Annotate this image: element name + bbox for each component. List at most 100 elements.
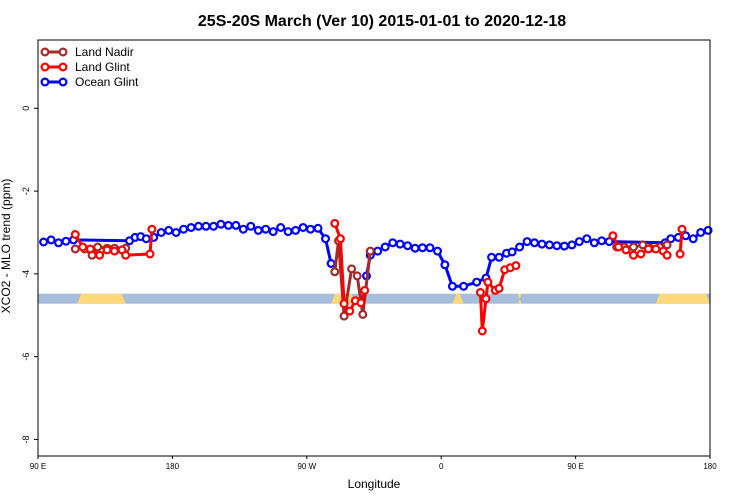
y-tick-label: -4: [21, 270, 31, 278]
data-point: [567, 240, 577, 250]
data-point: [589, 238, 599, 248]
data-point: [395, 239, 405, 249]
y-tick-label: -6: [21, 353, 31, 361]
data-point: [608, 231, 618, 241]
x-axis-label: Longitude: [348, 477, 401, 491]
data-point: [345, 306, 355, 316]
data-point: [613, 242, 623, 252]
data-point: [529, 238, 539, 248]
y-axis: 0 -2 -4 -6 -8: [21, 106, 38, 443]
data-point: [70, 230, 80, 240]
data-point: [313, 223, 323, 233]
land-band-segment: [452, 293, 464, 304]
data-point: [179, 224, 189, 234]
data-point: [306, 224, 316, 234]
data-point: [61, 236, 71, 246]
data-point: [433, 246, 443, 256]
data-point: [246, 221, 256, 231]
y-tick-label: 0: [21, 106, 31, 111]
data-point: [628, 250, 638, 260]
data-point: [459, 281, 469, 291]
data-point: [515, 242, 525, 252]
y-tick-label: -2: [21, 187, 31, 195]
legend-marker: [58, 77, 68, 87]
data-point: [164, 225, 174, 235]
legend-marker: [58, 47, 68, 57]
data-point: [171, 228, 181, 238]
data-point: [447, 281, 457, 291]
series-line: [365, 228, 709, 288]
data-point: [335, 234, 345, 244]
data-point: [238, 224, 248, 234]
data-point: [78, 242, 88, 252]
plot-frame: [37, 39, 711, 457]
series-ocean-glint: [39, 219, 713, 291]
data-point: [156, 228, 166, 238]
data-point: [380, 242, 390, 252]
data-point: [209, 221, 219, 231]
x-tick-label: 90 E: [567, 462, 583, 471]
data-point: [358, 309, 368, 319]
y-axis-label: XCO2 - MLO trend (ppm): [0, 179, 13, 314]
data-point: [688, 234, 698, 244]
legend-label: Land Nadir: [75, 45, 134, 59]
legend-label: Land Glint: [75, 60, 130, 74]
land-band-segment: [517, 293, 522, 304]
data-point: [223, 220, 233, 230]
data-point: [283, 227, 293, 237]
data-point: [643, 244, 653, 254]
data-point: [472, 277, 482, 287]
data-point: [410, 243, 420, 253]
data-point: [582, 234, 592, 244]
data-point: [425, 243, 435, 253]
chart-title: 25S-20S March (Ver 10) 2015-01-01 to 202…: [198, 13, 566, 30]
data-point: [597, 236, 607, 246]
data-point: [475, 288, 485, 298]
data-point: [268, 227, 278, 237]
data-point: [483, 277, 493, 287]
legend-marker: [58, 62, 68, 72]
legend-entry: Ocean Glint: [40, 75, 139, 89]
data-point: [201, 221, 211, 231]
data-point: [231, 220, 241, 230]
data-point: [360, 285, 370, 295]
data-point: [46, 235, 56, 245]
data-point: [574, 237, 584, 247]
data-point: [298, 223, 308, 233]
data-point: [95, 250, 105, 260]
x-tick-label: 90 E: [30, 462, 46, 471]
legend-entry: Land Glint: [40, 60, 130, 74]
legend-label: Ocean Glint: [75, 75, 139, 89]
data-point: [216, 219, 226, 229]
legend-marker: [40, 47, 50, 57]
data-point: [85, 244, 95, 254]
data-point: [339, 311, 349, 321]
legend-marker: [40, 62, 50, 72]
legend-marker: [40, 77, 50, 87]
data-point: [494, 283, 504, 293]
x-tick-label: 180: [166, 462, 180, 471]
data-point: [102, 245, 112, 255]
data-point: [388, 238, 398, 248]
data-point: [628, 242, 638, 252]
data-point: [477, 326, 487, 336]
data-point: [675, 249, 685, 259]
data-point: [373, 246, 383, 256]
data-point: [418, 243, 428, 253]
land-band-segment: [655, 293, 710, 304]
data-point: [291, 225, 301, 235]
x-tick-label: 180: [703, 462, 717, 471]
data-point: [253, 225, 263, 235]
data-point: [365, 246, 375, 256]
data-point: [276, 223, 286, 233]
data-point: [481, 294, 491, 304]
data-point: [347, 264, 357, 274]
data-point: [339, 299, 349, 309]
legend-entry: Land Nadir: [40, 45, 134, 59]
data-point: [621, 245, 631, 255]
data-point: [494, 252, 504, 262]
data-point: [636, 249, 646, 259]
x-tick-label: 90 W: [297, 462, 316, 471]
data-point: [487, 252, 497, 262]
